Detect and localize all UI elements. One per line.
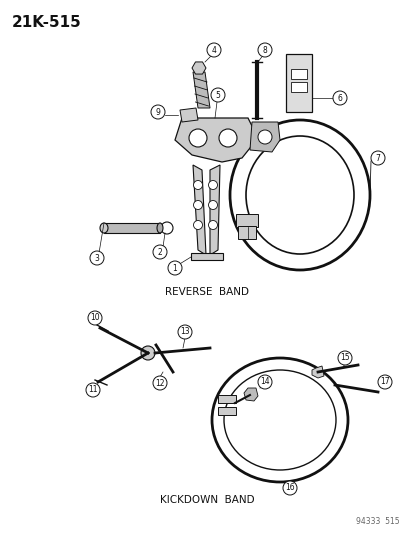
Text: 94333  515: 94333 515 bbox=[356, 517, 399, 526]
Text: 12: 12 bbox=[155, 378, 164, 387]
Circle shape bbox=[161, 222, 173, 234]
Text: 10: 10 bbox=[90, 313, 100, 322]
Bar bbox=[290, 69, 306, 79]
Circle shape bbox=[208, 200, 217, 209]
Polygon shape bbox=[209, 165, 219, 255]
Text: 17: 17 bbox=[379, 377, 389, 386]
Circle shape bbox=[88, 311, 102, 325]
Text: 16: 16 bbox=[285, 483, 294, 492]
Text: 8: 8 bbox=[262, 45, 267, 54]
Text: 7: 7 bbox=[375, 154, 380, 163]
Text: 5: 5 bbox=[215, 91, 220, 100]
Circle shape bbox=[153, 245, 166, 259]
Circle shape bbox=[208, 221, 217, 230]
Circle shape bbox=[193, 181, 202, 190]
Text: 21K-515: 21K-515 bbox=[12, 15, 81, 30]
Bar bbox=[237, 226, 255, 239]
Text: 15: 15 bbox=[339, 353, 349, 362]
Text: KICKDOWN  BAND: KICKDOWN BAND bbox=[159, 495, 254, 505]
Polygon shape bbox=[104, 223, 159, 233]
Ellipse shape bbox=[157, 223, 163, 233]
Bar bbox=[190, 253, 223, 260]
Circle shape bbox=[86, 383, 100, 397]
Circle shape bbox=[193, 200, 202, 209]
Bar bbox=[285, 54, 311, 112]
Circle shape bbox=[211, 88, 224, 102]
Polygon shape bbox=[249, 122, 279, 152]
Text: 4: 4 bbox=[211, 45, 216, 54]
Text: 11: 11 bbox=[88, 385, 97, 394]
Circle shape bbox=[151, 105, 165, 119]
Circle shape bbox=[189, 129, 206, 147]
Circle shape bbox=[370, 151, 384, 165]
Circle shape bbox=[337, 351, 351, 365]
Polygon shape bbox=[192, 165, 206, 255]
Circle shape bbox=[332, 91, 346, 105]
Ellipse shape bbox=[100, 223, 108, 233]
Polygon shape bbox=[243, 388, 257, 401]
Circle shape bbox=[206, 43, 221, 57]
Circle shape bbox=[178, 325, 192, 339]
Circle shape bbox=[90, 251, 104, 265]
Text: 3: 3 bbox=[94, 254, 99, 262]
Polygon shape bbox=[192, 72, 209, 108]
Polygon shape bbox=[175, 118, 257, 162]
Bar bbox=[218, 395, 235, 403]
Text: 9: 9 bbox=[155, 108, 160, 117]
Circle shape bbox=[208, 181, 217, 190]
Bar bbox=[218, 407, 235, 415]
Polygon shape bbox=[192, 62, 206, 74]
Circle shape bbox=[377, 375, 391, 389]
Circle shape bbox=[257, 375, 271, 389]
Polygon shape bbox=[180, 108, 197, 122]
Circle shape bbox=[257, 43, 271, 57]
Circle shape bbox=[153, 376, 166, 390]
Circle shape bbox=[193, 221, 202, 230]
Text: 6: 6 bbox=[337, 93, 342, 102]
Text: REVERSE  BAND: REVERSE BAND bbox=[165, 287, 248, 297]
Bar bbox=[235, 214, 257, 227]
Text: 13: 13 bbox=[180, 327, 189, 336]
Circle shape bbox=[218, 129, 236, 147]
Polygon shape bbox=[311, 366, 323, 378]
Text: 14: 14 bbox=[259, 377, 269, 386]
Circle shape bbox=[168, 261, 182, 275]
Bar bbox=[290, 82, 306, 92]
Text: 2: 2 bbox=[157, 247, 162, 256]
Circle shape bbox=[282, 481, 296, 495]
Circle shape bbox=[141, 346, 154, 360]
Circle shape bbox=[257, 130, 271, 144]
Text: 1: 1 bbox=[172, 263, 177, 272]
